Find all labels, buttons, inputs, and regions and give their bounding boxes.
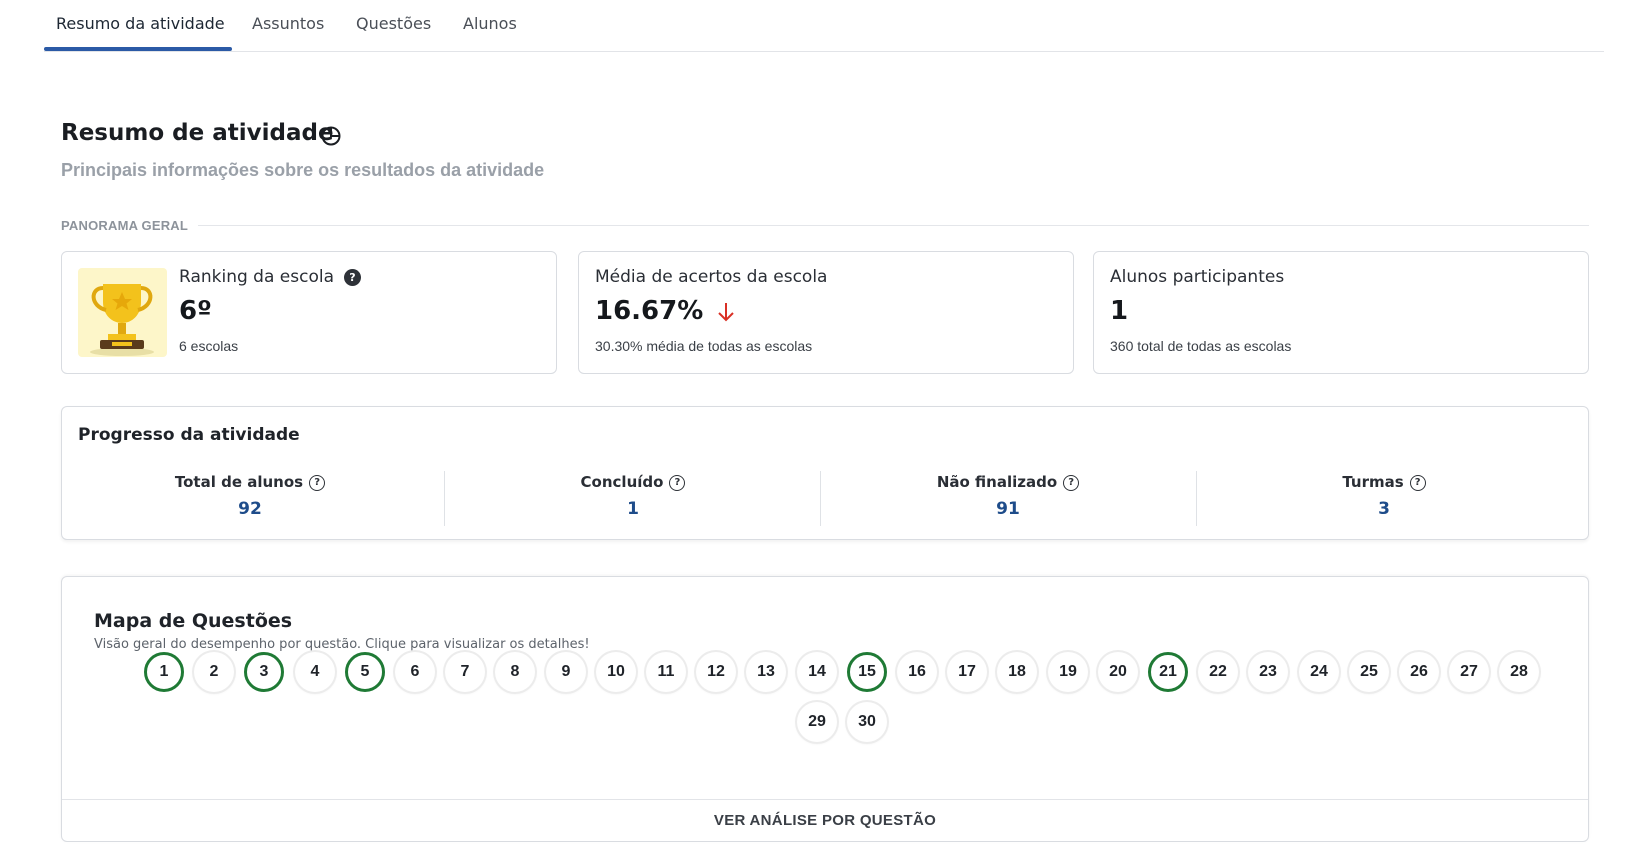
question-circle-18[interactable]: 18: [997, 652, 1037, 692]
question-circle-20[interactable]: 20: [1098, 652, 1138, 692]
question-circle-2[interactable]: 2: [194, 652, 234, 692]
view-question-analysis-button[interactable]: VER ANÁLISE POR QUESTÃO: [62, 799, 1588, 841]
question-circle-10[interactable]: 10: [596, 652, 636, 692]
progress-value: 91: [996, 499, 1020, 519]
question-circle-7[interactable]: 7: [445, 652, 485, 692]
question-circle-11[interactable]: 11: [646, 652, 686, 692]
question-circle-9[interactable]: 9: [546, 652, 586, 692]
progress-label: Não finalizado: [936, 473, 1058, 491]
question-circle-4[interactable]: 4: [295, 652, 335, 692]
ranking-value: 6º: [179, 296, 212, 326]
page-title: Resumo de atividade: [61, 120, 334, 146]
question-circle-17[interactable]: 17: [947, 652, 987, 692]
progress-value: 92: [238, 499, 262, 519]
question-circle-30[interactable]: 30: [847, 702, 887, 742]
question-circle-12[interactable]: 12: [696, 652, 736, 692]
media-value-wrap: 16.67%: [595, 296, 736, 326]
tab-resumo-da-atividade[interactable]: Resumo da atividade: [56, 14, 225, 33]
question-circle-8[interactable]: 8: [495, 652, 535, 692]
progress-total-alunos: Total de alunos? 92: [62, 473, 438, 531]
help-icon[interactable]: ?: [669, 474, 686, 491]
question-circle-15[interactable]: 15: [847, 652, 887, 692]
progress-value: 1: [627, 499, 639, 519]
help-icon[interactable]: ?: [1409, 474, 1426, 491]
pie-chart-icon: [321, 126, 341, 146]
ranking-card: Ranking da escola? 6º 6 escolas: [61, 251, 557, 374]
question-circle-13[interactable]: 13: [746, 652, 786, 692]
question-circle-27[interactable]: 27: [1449, 652, 1489, 692]
question-circle-19[interactable]: 19: [1048, 652, 1088, 692]
question-circle-6[interactable]: 6: [395, 652, 435, 692]
progress-value: 3: [1378, 499, 1390, 519]
progress-turmas: Turmas? 3: [1196, 473, 1572, 531]
media-value: 16.67%: [595, 296, 704, 326]
question-map-card: Mapa de Questões Visão geral do desempen…: [61, 576, 1589, 842]
progress-label: Turmas: [1342, 473, 1404, 491]
active-tab-indicator: [44, 47, 232, 51]
question-circle-23[interactable]: 23: [1248, 652, 1288, 692]
media-card: Média de acertos da escola 16.67% 30.30%…: [578, 251, 1074, 374]
question-circle-16[interactable]: 16: [897, 652, 937, 692]
question-circle-28[interactable]: 28: [1499, 652, 1539, 692]
media-sub: 30.30% média de todas as escolas: [595, 338, 813, 354]
participants-value: 1: [1110, 296, 1129, 326]
question-circle-26[interactable]: 26: [1399, 652, 1439, 692]
question-map-subtitle: Visão geral do desempenho por questão. C…: [94, 637, 590, 652]
question-circle-21[interactable]: 21: [1148, 652, 1188, 692]
progress-nao-finalizado: Não finalizado? 91: [820, 473, 1196, 531]
question-circle-25[interactable]: 25: [1349, 652, 1389, 692]
tab-questoes[interactable]: Questões: [356, 14, 432, 33]
question-circle-29[interactable]: 29: [797, 702, 837, 742]
question-circle-24[interactable]: 24: [1299, 652, 1339, 692]
progress-title: Progresso da atividade: [78, 425, 300, 445]
help-icon[interactable]: ?: [309, 474, 326, 491]
help-icon[interactable]: ?: [1063, 474, 1080, 491]
question-circle-5[interactable]: 5: [345, 652, 385, 692]
section-label-panorama: PANORAMA GERAL: [61, 218, 189, 233]
question-circle-14[interactable]: 14: [797, 652, 837, 692]
tab-bar: Resumo da atividade Assuntos Questões Al…: [44, 0, 1604, 52]
column-divider: [444, 471, 445, 526]
trophy-icon: [78, 268, 167, 357]
progress-concluido: Concluído? 1: [445, 473, 821, 531]
media-label: Média de acertos da escola: [595, 267, 828, 287]
question-mark-icon[interactable]: ?: [343, 268, 361, 286]
participants-label: Alunos participantes: [1110, 267, 1285, 287]
question-circle-3[interactable]: 3: [244, 652, 284, 692]
tab-alunos[interactable]: Alunos: [463, 14, 517, 33]
ranking-label-wrap: Ranking da escola?: [179, 267, 361, 287]
column-divider: [820, 471, 821, 526]
question-map-title: Mapa de Questões: [94, 610, 293, 632]
ranking-label: Ranking da escola: [179, 267, 334, 287]
question-circle-1[interactable]: 1: [144, 652, 184, 692]
progress-card: Progresso da atividade Total de alunos? …: [61, 406, 1589, 540]
participants-card: Alunos participantes 1 360 total de toda…: [1093, 251, 1589, 374]
section-divider: [198, 225, 1589, 226]
progress-label: Total de alunos: [174, 473, 304, 491]
ranking-sub: 6 escolas: [179, 338, 239, 354]
participants-sub: 360 total de todas as escolas: [1110, 338, 1292, 354]
arrow-down-icon: [718, 302, 735, 321]
page-subtitle: Principais informações sobre os resultad…: [61, 160, 545, 180]
column-divider: [1196, 471, 1197, 526]
progress-label: Concluído: [580, 473, 664, 491]
tab-assuntos[interactable]: Assuntos: [252, 14, 325, 33]
question-circle-22[interactable]: 22: [1198, 652, 1238, 692]
